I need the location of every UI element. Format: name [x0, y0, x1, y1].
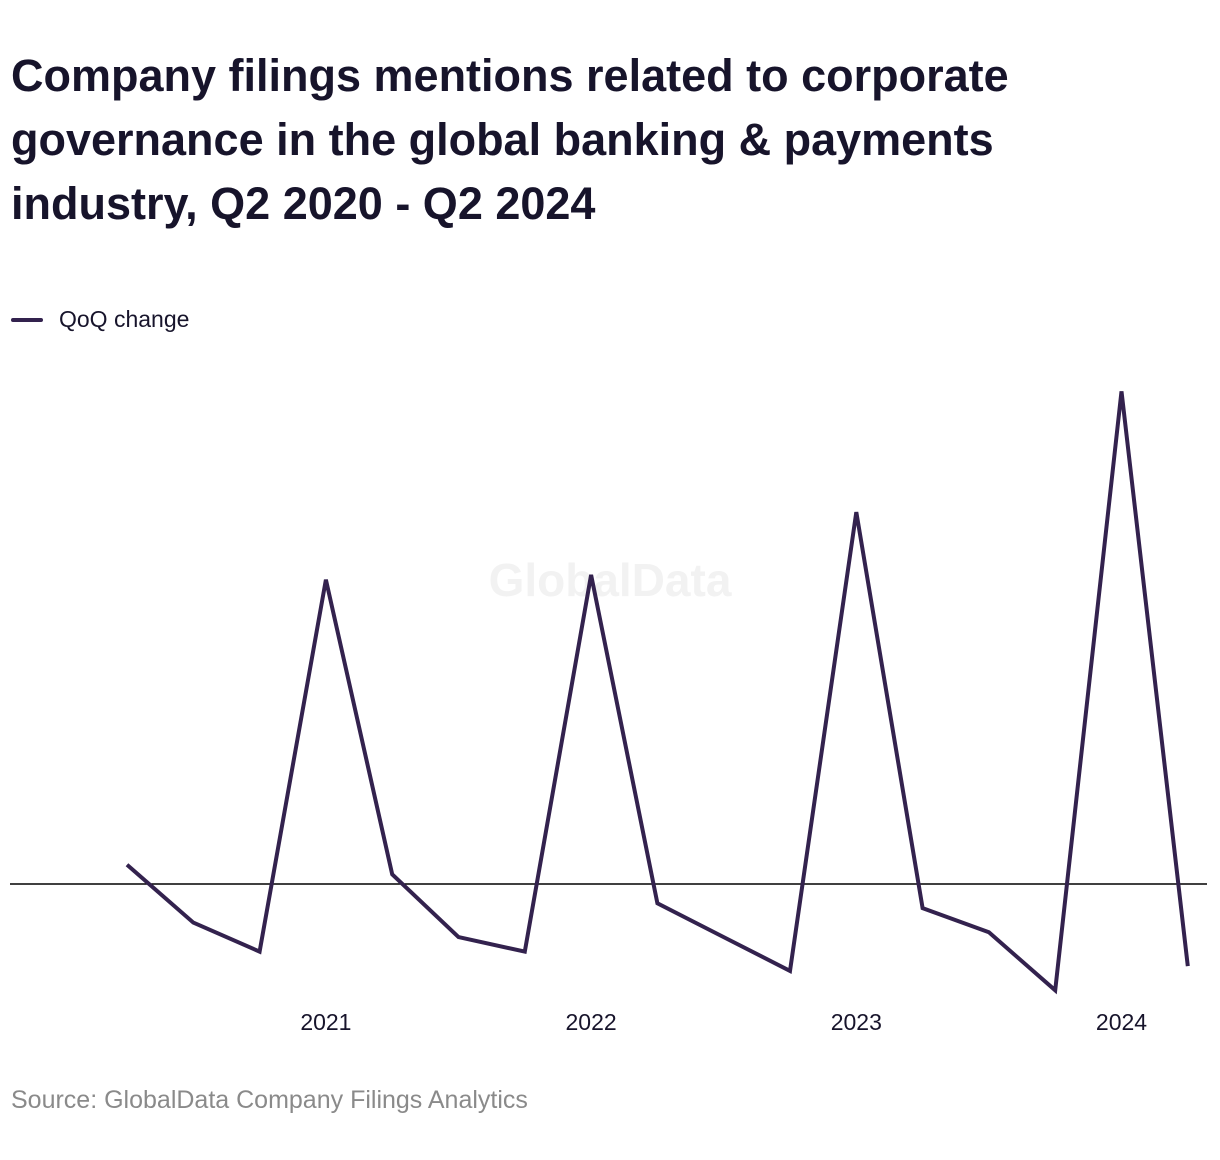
- chart-title: Company filings mentions related to corp…: [11, 50, 1009, 229]
- x-tick-label: 2024: [1096, 1009, 1147, 1035]
- data-point: [456, 934, 462, 940]
- data-point: [986, 929, 992, 935]
- data-point: [124, 862, 130, 868]
- data-point: [1119, 388, 1125, 394]
- data-point: [1185, 963, 1191, 969]
- x-tick-labels: 2021 2022 2023 2024: [300, 1009, 1147, 1035]
- legend-label: QoQ change: [59, 306, 190, 332]
- line-chart: GlobalData 2021 2022 2023 2024: [10, 388, 1207, 1035]
- data-point: [257, 949, 263, 955]
- data-point: [654, 900, 660, 906]
- x-tick-label: 2022: [566, 1009, 617, 1035]
- data-point: [787, 968, 793, 974]
- legend-swatch: [11, 317, 43, 322]
- data-point: [853, 509, 859, 515]
- data-point: [522, 949, 528, 955]
- x-tick-label: 2021: [300, 1009, 351, 1035]
- watermark: GlobalData: [489, 554, 732, 606]
- series-qoq-change: [124, 388, 1191, 995]
- data-point: [323, 577, 329, 583]
- data-point: [190, 920, 196, 926]
- x-tick-label: 2023: [831, 1009, 882, 1035]
- data-point: [588, 572, 594, 578]
- data-point: [920, 905, 926, 911]
- series-line: [125, 391, 1190, 995]
- legend: QoQ change: [11, 306, 189, 333]
- source-note: Source: GlobalData Company Filings Analy…: [11, 1086, 528, 1114]
- data-point: [1052, 987, 1058, 993]
- data-point: [721, 934, 727, 940]
- data-point: [389, 871, 395, 877]
